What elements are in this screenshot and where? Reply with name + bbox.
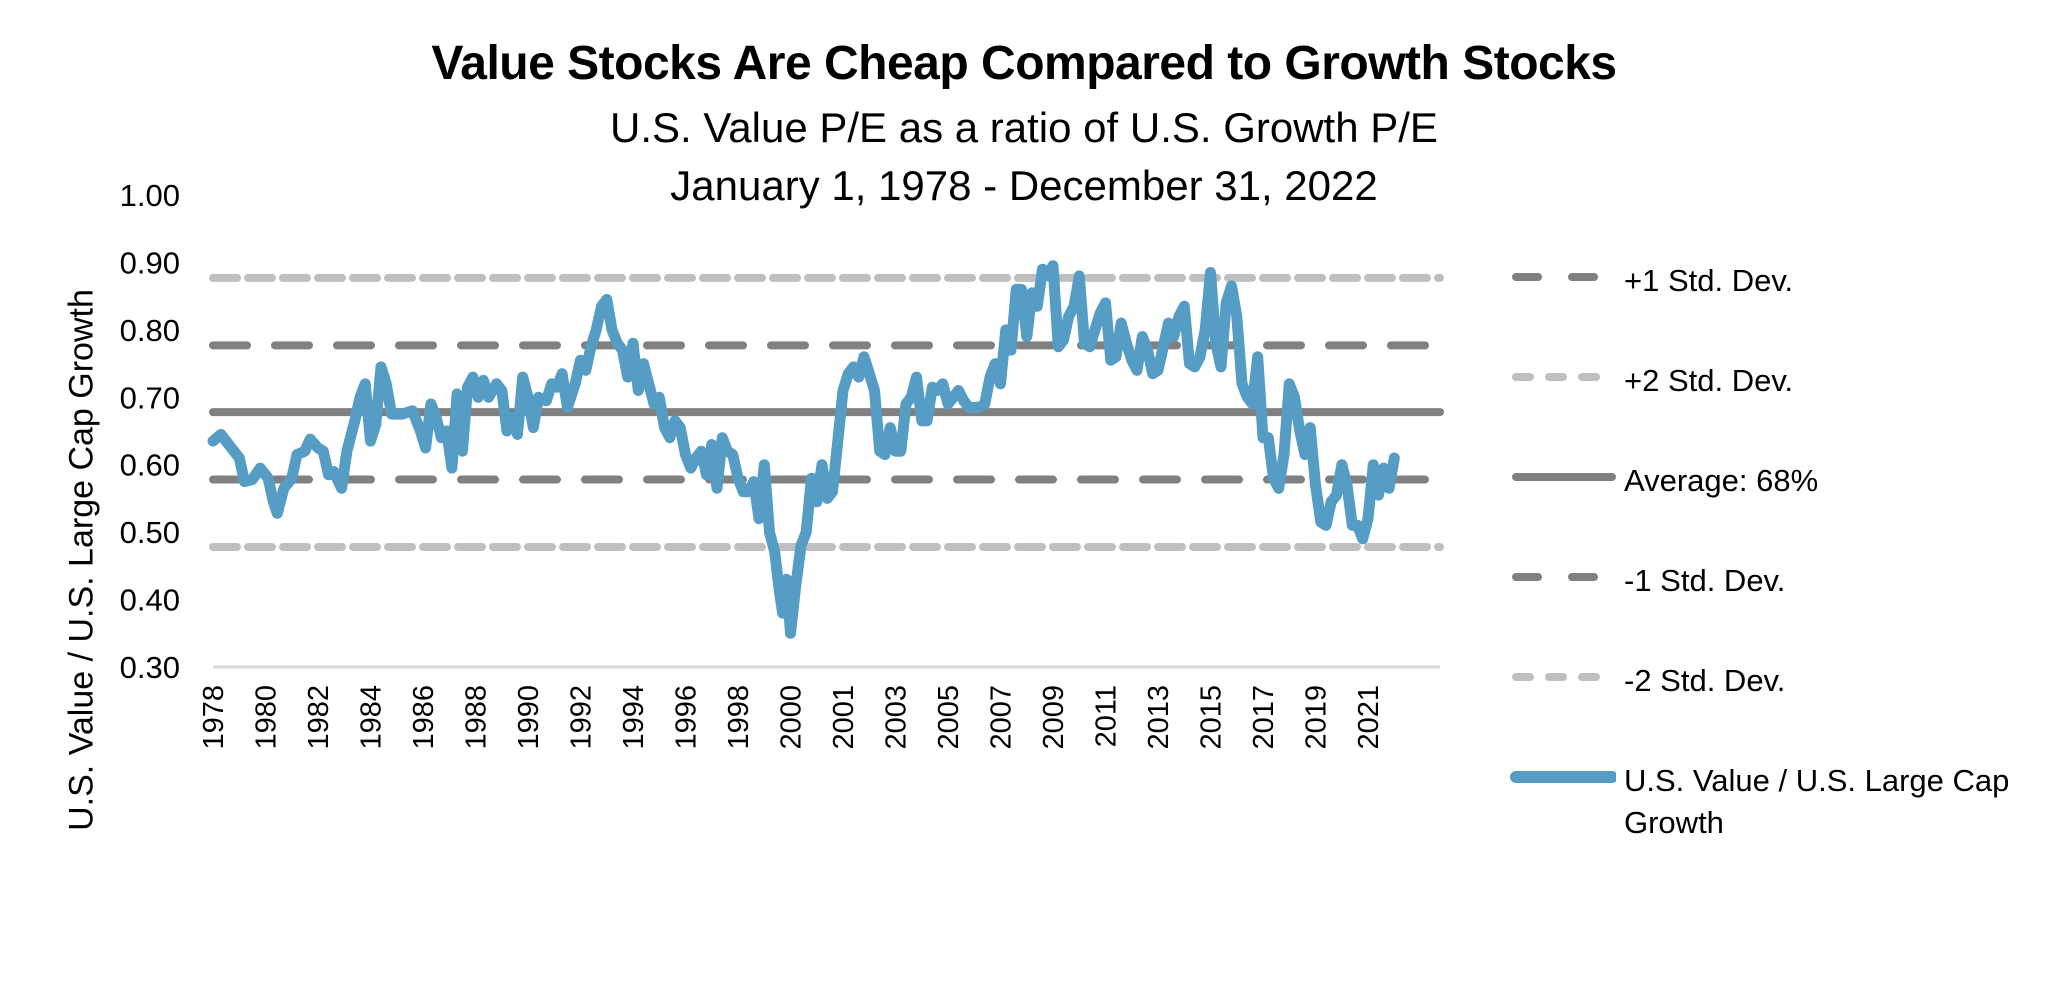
y-tick-label: 0.80 — [120, 313, 180, 348]
x-tick-label: 1980 — [251, 685, 283, 750]
y-tick-label: 0.70 — [120, 380, 180, 415]
chart-title: Value Stocks Are Cheap Compared to Growt… — [431, 37, 1617, 90]
x-tick-label: 2003 — [881, 685, 913, 750]
y-tick-label: 0.40 — [120, 583, 180, 618]
legend-item-minus-2sd[interactable]: -2 Std. Dev. — [1508, 660, 2034, 702]
x-tick-label: 2000 — [776, 685, 808, 750]
y-tick-label: 0.30 — [120, 650, 180, 685]
series-line-value-growth-ratio — [207, 260, 1400, 639]
legend-label: U.S. Value / U.S. Large Cap Growth — [1624, 763, 2010, 840]
x-tick-label: 1998 — [723, 685, 755, 750]
blue-line-swatch-icon — [1508, 760, 1618, 794]
x-tick-label: 1988 — [461, 685, 493, 750]
x-tick-label: 1984 — [356, 685, 388, 750]
x-tick-label: 2019 — [1301, 685, 1333, 750]
x-tick-label: 2011 — [1091, 685, 1123, 747]
x-tick-label: 2005 — [933, 685, 965, 750]
short-dash-line-swatch-icon — [1508, 360, 1616, 394]
legend-label: -2 Std. Dev. — [1624, 663, 1786, 698]
legend-item-plus-1sd[interactable]: +1 Std. Dev. — [1508, 260, 2034, 302]
legend-label: +1 Std. Dev. — [1624, 263, 1794, 298]
legend-label: Average: 68% — [1624, 463, 1819, 498]
x-tick-label: 2015 — [1196, 685, 1228, 750]
legend-item-plus-2sd[interactable]: +2 Std. Dev. — [1508, 360, 2034, 402]
legend-label: +2 Std. Dev. — [1624, 363, 1794, 398]
chart-date-range: January 1, 1978 - December 31, 2022 — [670, 162, 1378, 209]
x-tick-label: 1986 — [408, 685, 440, 750]
x-tick-label: 1990 — [513, 685, 545, 750]
legend-item-series[interactable]: U.S. Value / U.S. Large Cap Growth — [1508, 760, 2034, 844]
x-tick-label: 2009 — [1038, 685, 1070, 750]
dash-line-swatch-icon — [1508, 260, 1616, 294]
x-tick-label: 1992 — [566, 685, 598, 750]
solid-line-swatch-icon — [1508, 460, 1616, 494]
x-tick-label: 2021 — [1353, 685, 1385, 750]
chart-subtitle: U.S. Value P/E as a ratio of U.S. Growth… — [610, 104, 1438, 151]
x-tick-label: 2001 — [828, 685, 860, 750]
x-tick-label: 2007 — [986, 685, 1018, 750]
x-tick-label: 1994 — [618, 685, 650, 750]
y-tick-label: 0.90 — [120, 245, 180, 280]
x-tick-label: 1978 — [198, 685, 230, 750]
x-tick-label: 1982 — [303, 685, 335, 750]
x-tick-label: 1996 — [671, 685, 703, 750]
legend-item-minus-1sd[interactable]: -1 Std. Dev. — [1508, 560, 2034, 602]
short-dash-line-swatch-icon — [1508, 660, 1616, 694]
x-tick-label: 2017 — [1248, 685, 1280, 750]
dash-line-swatch-icon — [1508, 560, 1616, 594]
x-tick-label: 2013 — [1143, 685, 1175, 750]
y-tick-label: 0.50 — [120, 515, 180, 550]
y-tick-label: 0.60 — [120, 448, 180, 483]
legend-item-average[interactable]: Average: 68% — [1508, 460, 2034, 502]
y-tick-label: 1.00 — [120, 178, 180, 213]
legend-label: -1 Std. Dev. — [1624, 563, 1786, 598]
